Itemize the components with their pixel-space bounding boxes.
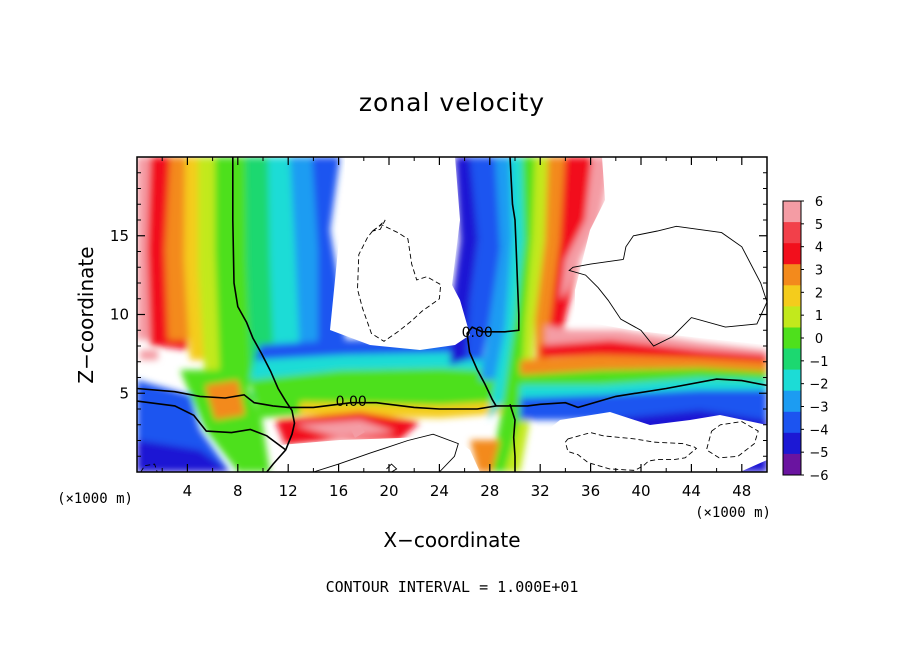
x-tick-label: 40 bbox=[631, 482, 650, 500]
contour-interval-note: CONTOUR INTERVAL = 1.000E+01 bbox=[325, 578, 579, 596]
colorbar-label: 1 bbox=[815, 309, 823, 324]
field-white-upper-center bbox=[330, 157, 470, 350]
y-unit-label: (×1000 m) bbox=[57, 491, 133, 507]
field-center-green bbox=[490, 157, 540, 472]
contour-label: 0.00 bbox=[462, 325, 493, 341]
colorbar-swatch bbox=[783, 264, 801, 286]
x-tick-label: 32 bbox=[531, 482, 550, 500]
colorbar-label: −3 bbox=[809, 401, 828, 416]
colorbar-swatch bbox=[783, 390, 801, 413]
field-left-edge-pink bbox=[140, 350, 158, 360]
colorbar-label: 0 bbox=[815, 332, 823, 347]
field-right-band-pink bbox=[545, 325, 767, 355]
zero-line-left-vertical bbox=[232, 157, 296, 472]
x-tick-label: 28 bbox=[480, 482, 499, 500]
x-tick-label: 4 bbox=[183, 482, 193, 500]
colorbar-swatch bbox=[783, 306, 801, 328]
dashed-left-corner bbox=[140, 463, 158, 472]
zero-line-main bbox=[137, 378, 767, 410]
x-axis-label: X−coordinate bbox=[383, 528, 520, 552]
field-bottom-orange bbox=[470, 440, 500, 472]
colorbar-label: −6 bbox=[809, 469, 828, 484]
contour-label: 0.00 bbox=[336, 394, 367, 410]
x-axis-ticks: 4 8 12 16 20 24 28 32 36 40 44 48 bbox=[161, 157, 751, 500]
y-axis-ticks: 5 10 15 bbox=[110, 172, 767, 457]
x-tick-label: 16 bbox=[329, 482, 348, 500]
colorbar-swatch bbox=[783, 453, 801, 476]
colorbar-swatch bbox=[783, 222, 801, 244]
y-tick-label: 5 bbox=[119, 384, 129, 402]
dashed-lower-right bbox=[564, 432, 698, 471]
colorbar-swatch bbox=[783, 369, 801, 392]
colorbar-label: 3 bbox=[815, 264, 823, 279]
field-right-band-green bbox=[520, 368, 767, 385]
x-tick-label: 48 bbox=[732, 482, 751, 500]
contour-bottom-center bbox=[313, 433, 459, 472]
colorbar-label: −2 bbox=[809, 378, 828, 393]
dashed-upper-center bbox=[357, 224, 442, 342]
dashed-far-right bbox=[705, 421, 759, 459]
contour-right-loop bbox=[568, 225, 767, 347]
x-tick-label: 36 bbox=[581, 482, 600, 500]
colorbar-swatch bbox=[783, 348, 801, 371]
x-tick-label: 8 bbox=[233, 482, 243, 500]
velocity-field bbox=[137, 157, 767, 472]
colorbar-swatch bbox=[783, 432, 801, 455]
field-pink-pocket bbox=[295, 420, 395, 438]
colorbar-swatch bbox=[783, 327, 801, 350]
x-tick-label: 24 bbox=[430, 482, 449, 500]
x-unit-label: (×1000 m) bbox=[695, 505, 771, 521]
field-lower-left-green bbox=[180, 370, 270, 472]
colorbar-label: 4 bbox=[815, 241, 823, 256]
y-tick-label: 10 bbox=[110, 306, 129, 324]
field-right-band-orange bbox=[520, 355, 767, 375]
colorbar-label: 6 bbox=[815, 195, 823, 210]
field-pink-spot bbox=[350, 425, 365, 438]
field-center-pink bbox=[560, 157, 612, 300]
colorbar-swatch bbox=[783, 285, 801, 307]
colorbar: 6 5 4 3 2 1 0 −1 −2 −3 −4 −5 −6 bbox=[782, 195, 829, 484]
field-center-lime bbox=[505, 157, 552, 472]
colorbar-label: −5 bbox=[809, 446, 828, 461]
dashed-small-top bbox=[372, 219, 386, 232]
field-white-lower-center bbox=[280, 435, 480, 472]
x-tick-label: 12 bbox=[279, 482, 298, 500]
field-lower-left-orange bbox=[205, 380, 245, 420]
colorbar-swatch bbox=[783, 243, 801, 265]
x-tick-label: 44 bbox=[682, 482, 701, 500]
field-white-upper-right bbox=[575, 157, 767, 345]
field-center-cyan bbox=[488, 157, 530, 420]
colorbar-label: 5 bbox=[815, 218, 823, 233]
chart-title: zonal velocity bbox=[358, 88, 546, 117]
field-right-band-red bbox=[540, 340, 767, 362]
colorbar-label: −4 bbox=[809, 423, 828, 438]
colorbar-swatch bbox=[783, 201, 801, 223]
x-tick-label: 20 bbox=[379, 482, 398, 500]
zero-line-center bbox=[466, 157, 520, 407]
zero-line-bottom-right bbox=[509, 404, 516, 472]
colorbar-label: 2 bbox=[815, 286, 823, 301]
y-tick-label: 15 bbox=[110, 227, 129, 245]
y-axis-label: Z−coordinate bbox=[74, 246, 98, 383]
colorbar-label: −1 bbox=[809, 355, 828, 370]
contour-labels: 0.00 0.00 bbox=[336, 325, 493, 410]
colorbar-swatch bbox=[783, 411, 801, 434]
field-lower-left-navy bbox=[137, 440, 230, 472]
field-center-blue bbox=[466, 157, 505, 360]
zero-line-lower-left bbox=[137, 400, 287, 451]
field-center-sky bbox=[480, 157, 518, 380]
field-right-band-cyan bbox=[520, 378, 767, 398]
contour-lines bbox=[137, 157, 767, 472]
